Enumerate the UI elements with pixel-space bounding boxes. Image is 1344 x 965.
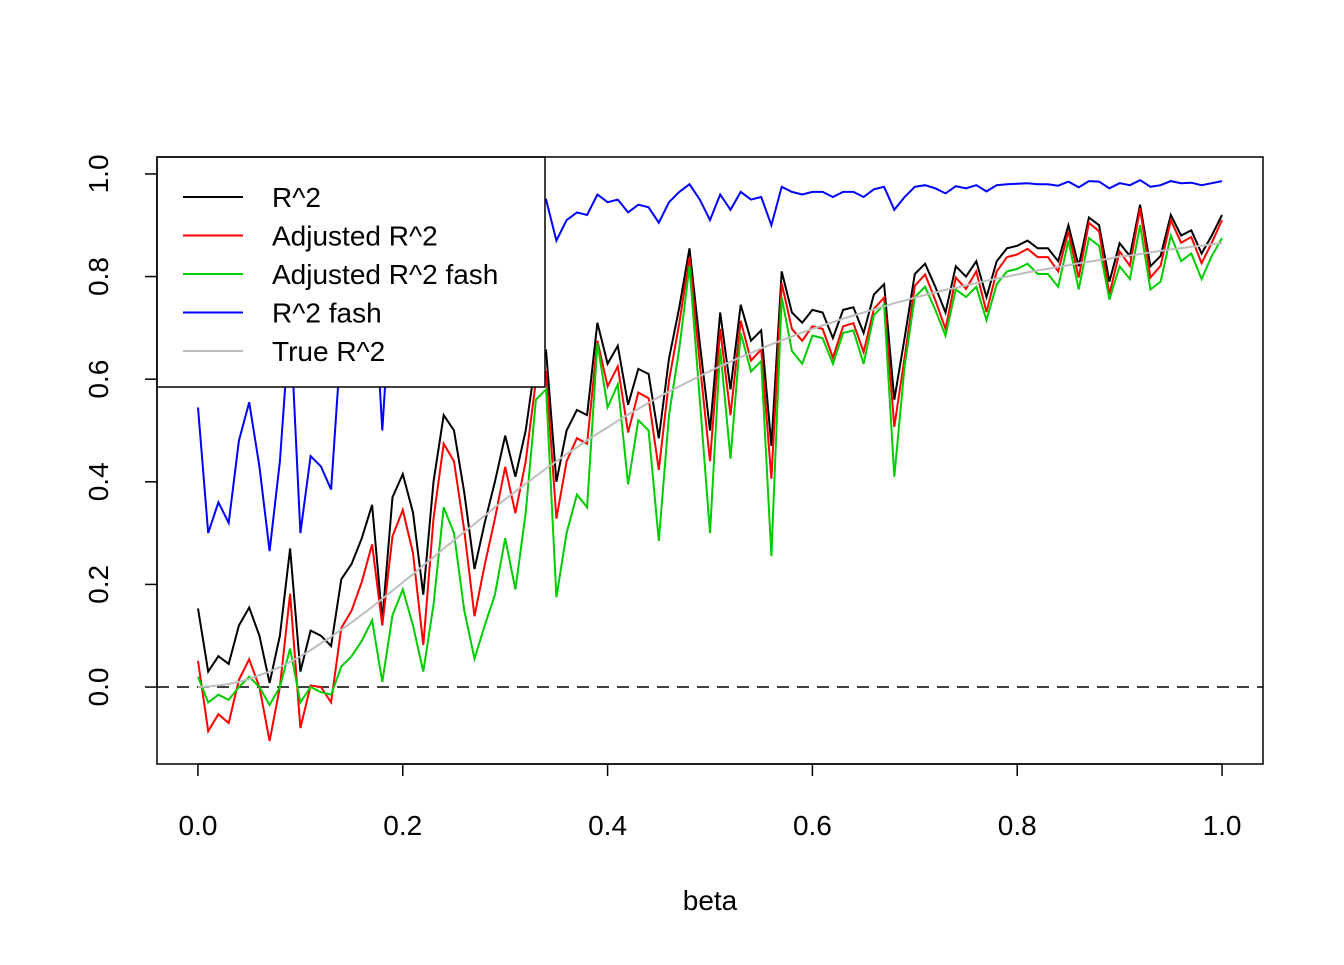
series-line [197, 225, 1223, 708]
legend-label: R^2 fash [272, 298, 382, 329]
legend-label: True R^2 [272, 336, 385, 367]
plot-frame [156, 156, 1264, 765]
x-tick-label: 0.8 [998, 810, 1037, 841]
y-tick-label: 0.0 [83, 668, 114, 707]
legend-label: R^2 [272, 182, 321, 213]
series-line [197, 208, 1223, 742]
x-tick-label: 0.4 [588, 810, 627, 841]
x-axis-title: beta [683, 885, 738, 916]
legend-label: Adjusted R^2 [272, 221, 438, 252]
y-tick-label: 0.4 [83, 462, 114, 501]
x-tick-label: 0.2 [383, 810, 422, 841]
x-tick-label: 1.0 [1203, 810, 1242, 841]
x-tick-label: 0.6 [793, 810, 832, 841]
series-line [197, 204, 1223, 684]
legend-box [156, 156, 546, 388]
x-tick-label: 0.0 [178, 810, 217, 841]
y-tick-label: 0.6 [83, 360, 114, 399]
series-line [197, 242, 1223, 688]
y-tick-label: 0.2 [83, 565, 114, 604]
y-tick-label: 1.0 [83, 154, 114, 193]
y-tick-label: 0.8 [83, 257, 114, 296]
legend-label: Adjusted R^2 fash [272, 259, 498, 290]
